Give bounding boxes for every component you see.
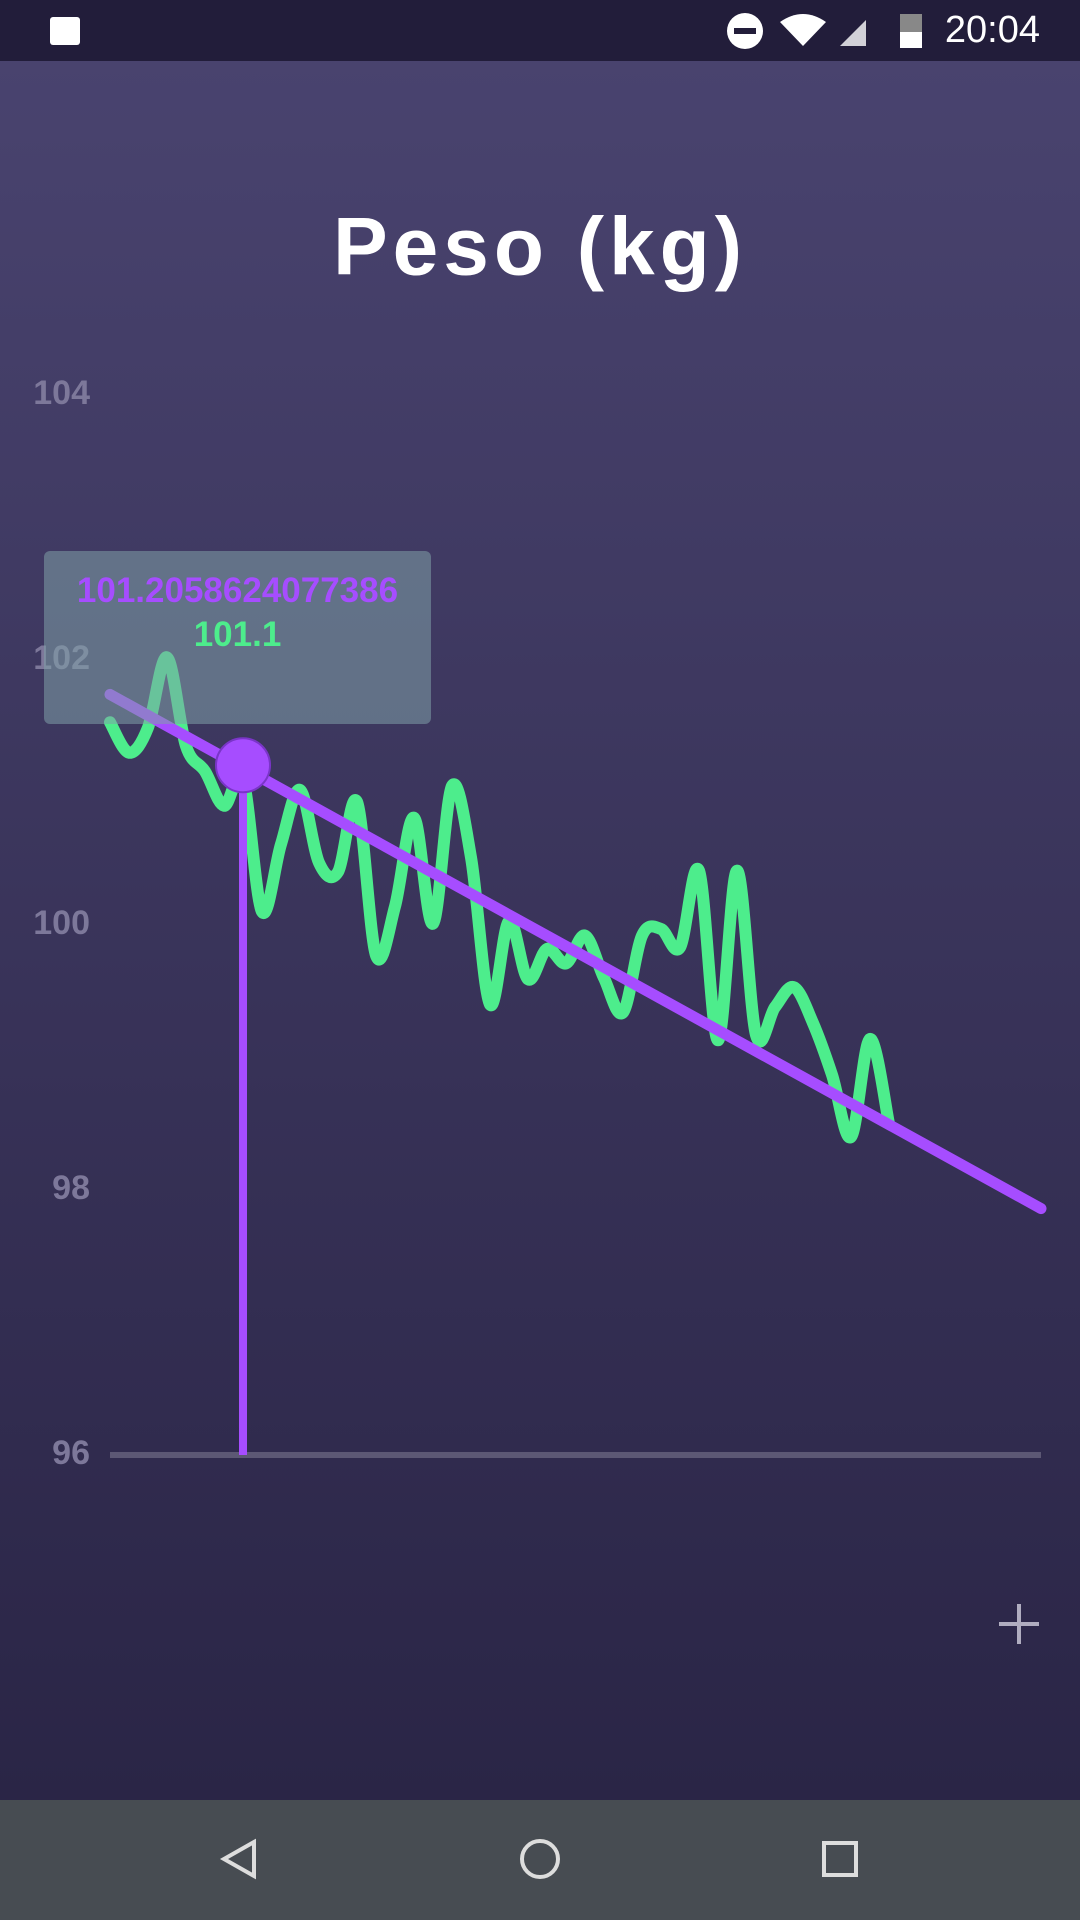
y-tick-label: 104 [33, 374, 90, 412]
plot: 9698100102104 [33, 374, 1047, 1472]
signal-icon [840, 20, 866, 46]
highlight-dot [215, 737, 271, 794]
battery-level [900, 32, 922, 48]
weight-line [104, 651, 895, 1144]
clock: 20:04 [945, 9, 1040, 51]
trend-line [104, 688, 1047, 1215]
y-tick-label: 100 [33, 904, 90, 942]
recents-button[interactable] [822, 1841, 858, 1877]
tooltip-weight: 101.1 [193, 615, 282, 654]
wifi-icon [780, 14, 826, 46]
nav-bar [0, 1800, 1080, 1920]
tooltip-trend: 101.2058624077386 [76, 571, 399, 610]
y-tick-label: 96 [52, 1434, 90, 1472]
y-tick-label: 98 [52, 1169, 90, 1207]
chart-title: Peso (kg) [333, 202, 747, 293]
gallery-icon [50, 17, 80, 45]
back-button[interactable] [219, 1838, 256, 1880]
tooltip: 101.2058624077386 101.1 [44, 551, 431, 724]
dnd-bar [734, 28, 756, 34]
home-button[interactable] [520, 1839, 560, 1879]
